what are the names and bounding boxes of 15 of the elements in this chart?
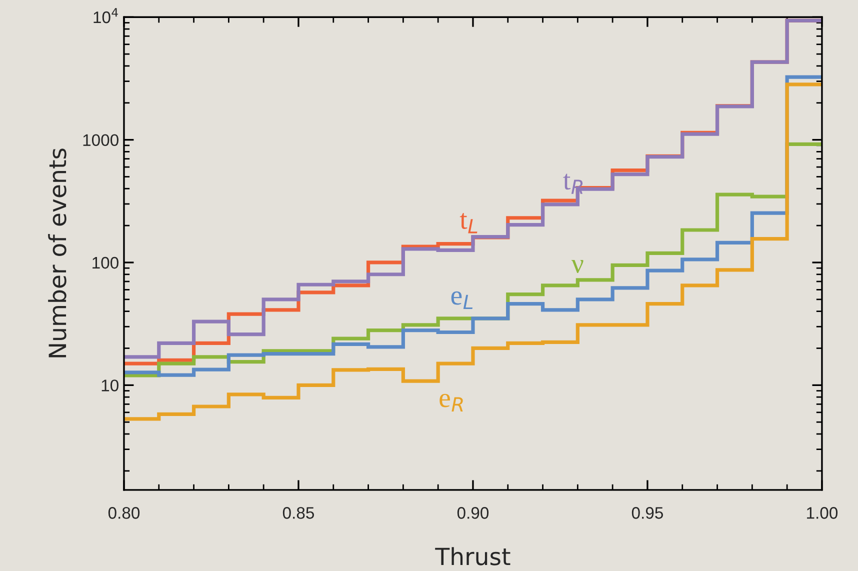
y-tick-label: 10$^{4}$ <box>94 8 118 24</box>
y-tick-label: 10 <box>102 380 118 392</box>
y-axis-title: Number of events <box>48 148 66 358</box>
x-tick-label: 1.00 <box>807 507 838 519</box>
x-tick-label: 0.95 <box>632 507 663 519</box>
y-tick-label: 1000 <box>83 134 118 146</box>
x-tick-label: 0.90 <box>457 507 489 519</box>
x-tick-label: 0.85 <box>282 507 314 519</box>
series-label: t$_{L}$ <box>460 213 478 234</box>
y-tick-label: 100 <box>92 256 118 269</box>
series-label: ν <box>571 260 584 273</box>
x-axis-title: Thrust <box>435 547 510 566</box>
series-label: e$_{L}$ <box>451 291 473 310</box>
series-label: e$_{R}$ <box>440 394 463 412</box>
x-tick-label: 0.80 <box>108 507 140 519</box>
